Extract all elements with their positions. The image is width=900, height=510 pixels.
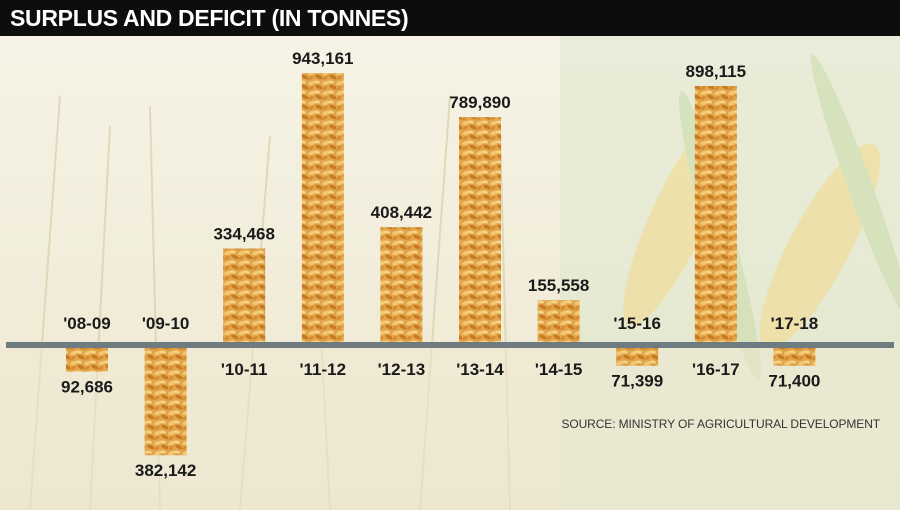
category-label: '11-12 (300, 360, 347, 379)
bar-deficit (144, 345, 187, 456)
value-label: 334,468 (213, 225, 274, 244)
category-label: '14-15 (535, 360, 583, 379)
bar-surplus (694, 85, 737, 345)
bar-deficit (616, 345, 659, 366)
category-label: '13-14 (456, 360, 504, 379)
bar-deficit (66, 345, 108, 372)
title-bar: SURPLUS AND DEFICIT (IN TONNES) (0, 0, 900, 36)
category-label: '08-09 (63, 314, 111, 333)
value-label: 943,161 (292, 49, 353, 68)
bar-surplus (223, 248, 266, 345)
value-label: 71,399 (611, 372, 663, 391)
category-label: '09-10 (142, 314, 190, 333)
bar-surplus (459, 117, 501, 345)
category-label: '16-17 (692, 360, 740, 379)
bar-surplus (380, 227, 423, 345)
value-label: 92,686 (61, 378, 113, 397)
category-label: '12-13 (378, 360, 426, 379)
value-label: 408,442 (371, 203, 432, 222)
value-label: 789,890 (449, 93, 510, 112)
category-label: '10-11 (221, 360, 268, 379)
source-note: SOURCE: MINISTRY OF AGRICULTURAL DEVELOP… (561, 417, 880, 431)
category-label: '17-18 (771, 314, 819, 333)
value-label: 898,115 (686, 62, 747, 81)
value-label: 382,142 (135, 461, 196, 480)
bar-surplus (301, 73, 344, 345)
category-label: '15-16 (613, 314, 661, 333)
chart-title: SURPLUS AND DEFICIT (IN TONNES) (10, 5, 409, 31)
value-label: 155,558 (528, 276, 589, 295)
bar-deficit (773, 345, 816, 366)
bar-surplus (537, 300, 580, 345)
zero-baseline (6, 342, 894, 348)
value-label: 71,400 (768, 372, 820, 391)
